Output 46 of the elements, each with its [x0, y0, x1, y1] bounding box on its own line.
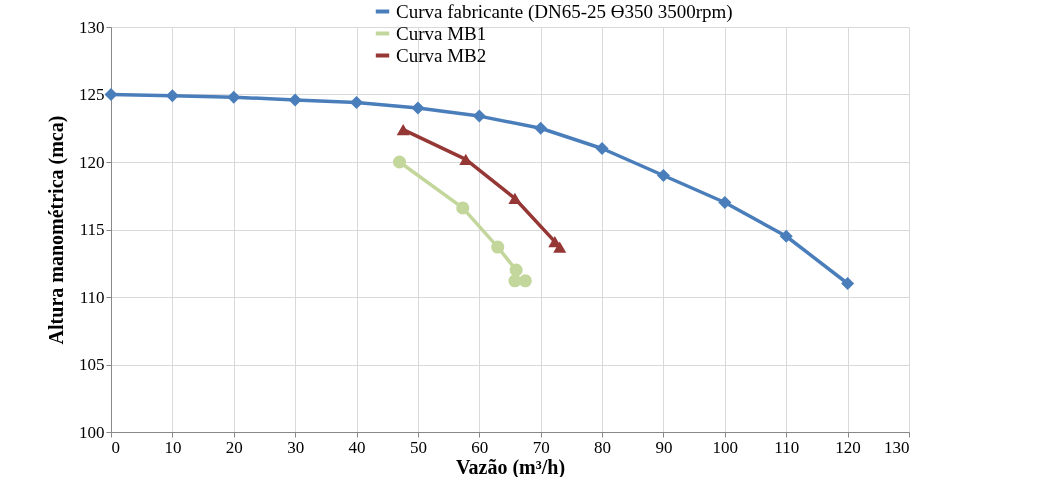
point	[841, 276, 855, 291]
point	[508, 192, 522, 205]
y-tick-label: 115	[79, 220, 105, 239]
x-axis-title: Vazão (m³/h)	[455, 455, 566, 479]
point	[656, 168, 670, 183]
point	[534, 121, 548, 135]
point	[491, 240, 505, 254]
point	[396, 123, 410, 136]
point	[350, 96, 364, 110]
legend-label: Curva MB2	[396, 44, 487, 66]
y-tick-label: 100	[79, 422, 105, 442]
point	[718, 195, 732, 210]
point	[165, 89, 179, 103]
y-axis-title: Altura manométrica (mca)	[45, 115, 68, 345]
x-tick-label: 100	[712, 437, 739, 457]
x-tick-label: 0	[111, 437, 120, 457]
legend-label: Curva fabricante (DN65-25 Ɵ350 3500rpm)	[396, 0, 733, 23]
point	[472, 109, 486, 123]
point	[392, 155, 407, 169]
x-tick-label: 30	[287, 437, 305, 457]
point	[104, 87, 118, 102]
point	[553, 241, 567, 253]
x-tick-label: 130	[884, 437, 910, 457]
x-tick-label: 90	[655, 437, 673, 457]
y-tick-label: 120	[79, 152, 105, 172]
x-tick-label: 110	[774, 437, 800, 457]
x-tick-label: 10	[164, 437, 182, 457]
x-tick-label: 40	[348, 437, 366, 457]
point	[456, 201, 470, 215]
legend-label: Curva MB1	[396, 22, 487, 44]
x-tick-label: 20	[225, 437, 243, 457]
x-tick-label: 70	[532, 437, 550, 457]
point	[411, 101, 425, 115]
point	[227, 90, 241, 104]
x-tick-label: 60	[471, 437, 489, 457]
y-tick-label: 110	[79, 287, 105, 307]
point	[288, 93, 302, 107]
x-tick-label: 80	[594, 437, 612, 457]
x-tick-label: 50	[409, 437, 427, 457]
y-tick-label: 125	[79, 85, 105, 104]
point	[779, 229, 793, 243]
y-tick-label: 105	[79, 355, 105, 374]
point	[518, 274, 532, 288]
point	[595, 141, 609, 156]
y-tick-label: 130	[79, 17, 105, 37]
x-tick-label: 120	[835, 437, 861, 457]
